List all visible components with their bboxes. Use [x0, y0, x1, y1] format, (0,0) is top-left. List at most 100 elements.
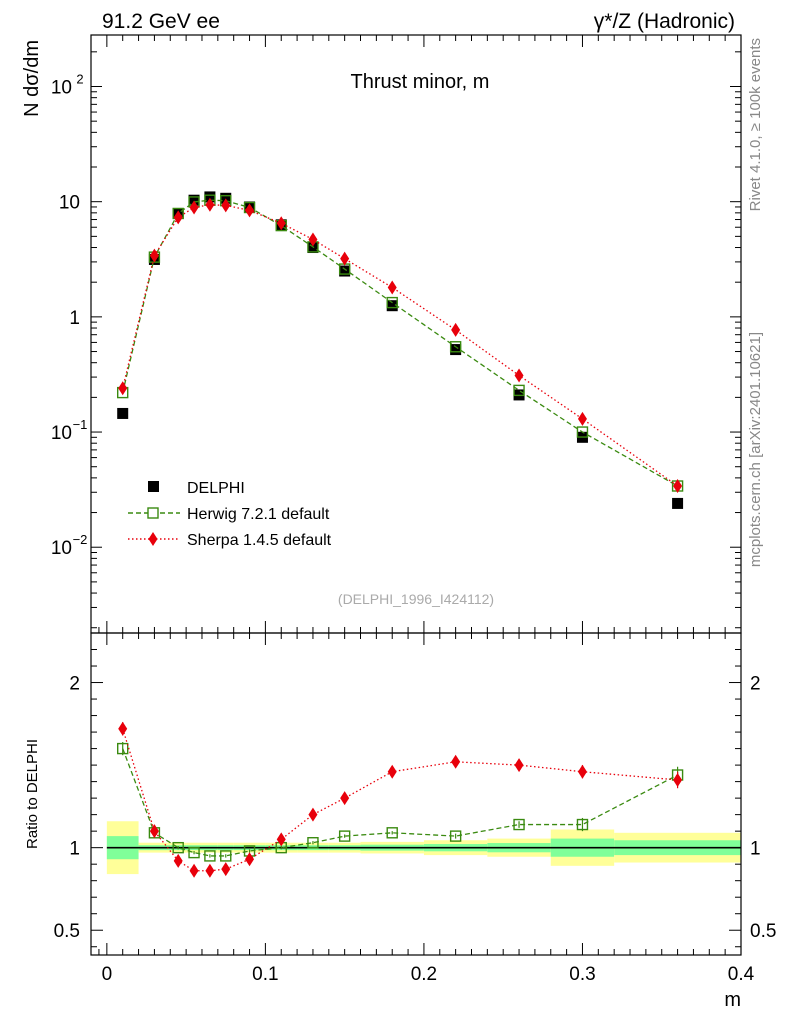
main-series-line-sherpa [122, 204, 678, 487]
main-y-tick-exponent: 2 [76, 72, 83, 87]
ratio-y-tick-label: 1 [69, 839, 80, 860]
main-y-tick-label: 10 [59, 193, 80, 214]
ratio-y-tick-label-right: 0.5 [750, 921, 776, 942]
ratio-point-sherpa [173, 853, 183, 868]
main-point-sherpa [673, 479, 683, 494]
main-point-delphi [386, 300, 398, 312]
rivet-version-label: Rivet 4.1.0, ≥ 100k events [747, 38, 764, 211]
main-point-sherpa [118, 381, 128, 396]
main-point-sherpa [577, 411, 587, 426]
main-y-axis-label: N dσ/dm [21, 40, 43, 117]
main-point-sherpa [451, 322, 461, 337]
main-watermark: (DELPHI_1996_I424112) [338, 591, 494, 607]
ratio-point-sherpa [245, 852, 255, 867]
main-point-sherpa [205, 197, 215, 212]
main-y-tick-label: 10 [51, 78, 72, 99]
main-point-herwig [576, 426, 589, 438]
ratio-point-sherpa [673, 772, 683, 787]
main-point-delphi [188, 194, 200, 206]
ratio-x-ticks: 0 0.1 0.2 0.3 0.4 [98, 633, 755, 985]
main-point-herwig [386, 296, 398, 309]
main-point-delphi [672, 497, 684, 509]
main-panel-title: Thrust minor, m [351, 71, 490, 93]
ratio-point-herwig [172, 841, 184, 854]
main-point-sherpa [340, 251, 350, 266]
header-process-label: γ*/Z (Hadronic) [594, 10, 735, 33]
main-point-delphi [220, 192, 232, 204]
x-tick-label: 0.4 [728, 964, 755, 985]
main-point-sherpa [387, 280, 397, 295]
header-energy-label: 91.2 GeV ee [102, 10, 220, 33]
main-point-delphi [117, 407, 129, 419]
ratio-point-sherpa [451, 754, 461, 769]
legend-marker-herwig [147, 507, 159, 519]
legend-entry-delphi: DELPHI [148, 480, 245, 497]
ratio-y-axis-label: Ratio to DELPHI [24, 739, 41, 849]
main-x-ticks [98, 35, 742, 633]
main-y-tick-label: 10 [51, 423, 72, 444]
main-point-sherpa [308, 232, 318, 247]
ratio-y-ticks: 0.5 0.5 1 1 2 2 [54, 649, 776, 948]
ratio-point-sherpa [276, 832, 286, 847]
ratio-point-sherpa [387, 764, 397, 779]
ratio-point-herwig [576, 818, 589, 831]
ratio-point-herwig [513, 818, 525, 831]
legend-label-sherpa: Sherpa 1.4.5 default [187, 532, 332, 549]
ratio-point-herwig [449, 830, 462, 842]
main-panel-content [117, 191, 684, 509]
legend-label-delphi: DELPHI [187, 480, 245, 497]
legend-entry-sherpa: Sherpa 1.4.5 default [128, 532, 332, 549]
ratio-panel-content [106, 721, 741, 878]
main-y-tick-exponent: −1 [73, 417, 88, 432]
mcplots-source-label: mcplots.cern.ch [arXiv:2401.10621] [747, 332, 764, 567]
ratio-point-herwig [117, 742, 129, 755]
ratio-point-sherpa [340, 791, 350, 806]
main-point-sherpa [173, 210, 183, 225]
ratio-panel-frame [90, 632, 742, 956]
x-tick-label: 0.1 [252, 964, 278, 985]
ratio-point-herwig [188, 846, 200, 859]
ratio-point-sherpa [189, 863, 199, 878]
main-y-tick-label: 10 [51, 538, 72, 559]
main-y-tick-exponent: −2 [73, 532, 88, 547]
main-point-delphi [450, 344, 462, 356]
ratio-point-sherpa [577, 764, 587, 779]
ratio-point-herwig [386, 827, 398, 839]
ratio-y-tick-label-right: 1 [750, 839, 761, 860]
x-axis-label: m [724, 989, 741, 1011]
x-tick-label: 0 [102, 964, 113, 985]
x-tick-label: 0.3 [569, 964, 595, 985]
main-point-sherpa [149, 248, 159, 263]
main-point-delphi [339, 265, 351, 277]
legend-label-herwig: Herwig 7.2.1 default [187, 506, 330, 523]
ratio-point-herwig [220, 850, 232, 862]
ratio-y-tick-label: 0.5 [54, 921, 80, 942]
main-point-herwig [513, 384, 525, 397]
main-y-tick-label: 1 [69, 308, 80, 329]
ratio-point-sherpa [149, 824, 159, 839]
main-point-sherpa [276, 216, 286, 231]
legend-entry-herwig: Herwig 7.2.1 default [128, 506, 330, 523]
main-point-sherpa [221, 198, 231, 213]
legend-marker-delphi [148, 481, 159, 492]
ratio-point-sherpa [118, 721, 128, 736]
x-tick-label: 0.2 [411, 964, 437, 985]
ratio-point-herwig [338, 830, 351, 842]
ratio-point-sherpa [221, 862, 231, 877]
legend: DELPHI Herwig 7.2.1 default Sherpa 1.4.5… [128, 480, 332, 549]
ratio-point-sherpa [514, 758, 524, 773]
main-point-sherpa [245, 203, 255, 218]
main-point-herwig [449, 341, 462, 353]
ratio-point-herwig [204, 850, 216, 862]
ratio-y-tick-label-right: 2 [750, 674, 761, 695]
main-point-sherpa [514, 368, 524, 383]
ratio-point-sherpa [308, 807, 318, 822]
legend-marker-sherpa [148, 532, 158, 546]
ratio-point-sherpa [205, 863, 215, 878]
ratio-point-herwig [307, 837, 319, 849]
main-point-delphi [204, 191, 216, 203]
ratio-y-tick-label: 2 [69, 674, 80, 695]
